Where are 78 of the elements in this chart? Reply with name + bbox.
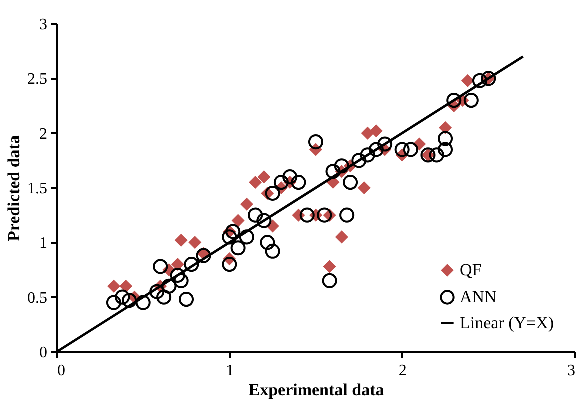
point bbox=[326, 164, 341, 180]
point bbox=[358, 181, 371, 195]
point bbox=[370, 124, 383, 138]
point bbox=[343, 175, 358, 190]
point bbox=[249, 176, 262, 190]
y-tick-label: 1 bbox=[40, 235, 48, 252]
point bbox=[403, 142, 418, 158]
point bbox=[184, 257, 200, 272]
point bbox=[232, 214, 245, 228]
point bbox=[438, 121, 452, 134]
x-tick-label: 0 bbox=[58, 362, 66, 380]
point bbox=[240, 198, 254, 211]
point bbox=[361, 126, 374, 140]
point bbox=[178, 292, 194, 308]
point bbox=[323, 260, 336, 274]
point bbox=[248, 208, 264, 223]
point bbox=[107, 280, 120, 293]
point bbox=[472, 73, 488, 88]
point bbox=[394, 142, 410, 158]
y-tick-label: 2.5 bbox=[28, 71, 48, 88]
x-tick-label: 3 bbox=[568, 362, 576, 380]
x-tick-label: 1 bbox=[226, 362, 234, 380]
legend-label: ANN bbox=[460, 288, 497, 306]
point bbox=[334, 158, 350, 174]
point bbox=[368, 142, 384, 158]
point bbox=[464, 93, 479, 108]
x-tick-label: 2 bbox=[398, 362, 407, 380]
point bbox=[222, 230, 238, 245]
point bbox=[352, 153, 367, 168]
point bbox=[438, 131, 454, 146]
point bbox=[317, 208, 332, 223]
legend-label: Linear (Y=X) bbox=[460, 314, 554, 332]
point bbox=[226, 224, 241, 240]
point bbox=[282, 170, 298, 185]
point bbox=[156, 290, 172, 305]
point bbox=[120, 280, 133, 293]
point bbox=[438, 142, 454, 158]
y-tick-label: 3 bbox=[40, 16, 48, 34]
point bbox=[239, 230, 254, 245]
point bbox=[174, 234, 188, 247]
point bbox=[322, 273, 338, 288]
point bbox=[222, 257, 238, 272]
point bbox=[153, 259, 168, 274]
point bbox=[300, 208, 315, 223]
point bbox=[171, 258, 184, 272]
point bbox=[291, 175, 306, 190]
point bbox=[230, 240, 246, 256]
point bbox=[308, 134, 324, 150]
point bbox=[429, 148, 444, 163]
point bbox=[150, 284, 165, 300]
point bbox=[115, 290, 130, 305]
point bbox=[256, 213, 272, 228]
point bbox=[335, 230, 348, 244]
point bbox=[174, 273, 189, 288]
legend-label: QF bbox=[460, 260, 482, 280]
point bbox=[136, 295, 151, 310]
x-axis-title: Experimental data bbox=[248, 380, 385, 400]
point bbox=[260, 235, 276, 250]
y-tick-label: 0 bbox=[40, 344, 48, 362]
point bbox=[446, 93, 462, 108]
point bbox=[196, 248, 212, 264]
point bbox=[170, 268, 186, 283]
point bbox=[188, 236, 202, 250]
point bbox=[265, 244, 280, 259]
point bbox=[265, 186, 280, 201]
point bbox=[274, 175, 289, 190]
y-tick-label: 2 bbox=[40, 126, 48, 143]
point bbox=[360, 148, 376, 163]
point bbox=[122, 293, 138, 308]
y-tick-label: 1.5 bbox=[28, 180, 48, 198]
y-axis-title: Predicted data bbox=[4, 135, 24, 242]
point bbox=[162, 278, 177, 294]
point bbox=[106, 295, 122, 310]
point bbox=[461, 74, 474, 88]
y-tick-label: 0.5 bbox=[28, 290, 48, 307]
point bbox=[340, 208, 355, 223]
point bbox=[378, 136, 393, 152]
point bbox=[258, 170, 271, 184]
